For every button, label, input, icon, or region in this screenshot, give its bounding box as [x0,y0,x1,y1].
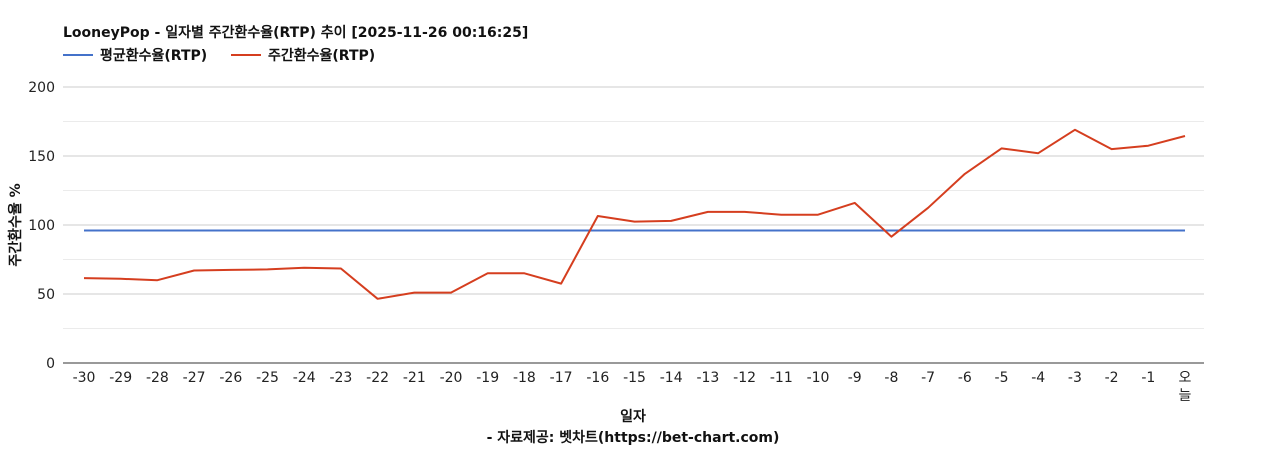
x-tick-label: 오 [1179,370,1192,386]
x-tick-label: -8 [884,370,898,386]
x-tick-label: -14 [660,370,683,386]
x-tick-label: -3 [1068,370,1082,386]
x-tick-label: -16 [586,370,609,386]
x-tick-label: -29 [109,370,132,386]
x-tick-label: -24 [293,370,316,386]
y-axis-ticks: 0 50 100 150 200 [28,80,55,372]
x-tick-label: -1 [1141,370,1155,386]
chart-title: LooneyPop - 일자별 주간환수율(RTP) 추이 [2025-11-2… [63,24,528,41]
x-tick-label: -13 [696,370,719,386]
x-tick-label: -25 [256,370,279,386]
x-tick-label: -21 [403,370,426,386]
series-lines [83,128,1186,300]
x-tick-label: -22 [366,370,389,386]
x-tick-label: -26 [219,370,242,386]
x-tick-label: -30 [73,370,96,386]
y-tick-label: 50 [37,287,55,303]
x-tick-label: -19 [476,370,499,386]
x-tick-label: -4 [1031,370,1045,386]
source-credit: - 자료제공: 벳차트(https://bet-chart.com) [487,429,780,446]
x-tick-label: -27 [183,370,206,386]
x-axis-ticks: -30 -29 -28 -27 -26 -25 -24 -23 -22 -21 -20 -19 -18-… [73,370,1192,404]
legend-label-average: 평균환수율(RTP) [100,47,207,64]
x-tick-label: -23 [329,370,352,386]
x-tick-label: -12 [733,370,756,386]
legend-label-weekly: 주간환수율(RTP) [268,47,375,64]
x-tick-label: -18 [513,370,536,386]
gridlines [63,86,1204,329]
x-tick-label: -15 [623,370,646,386]
x-tick-label: -11 [770,370,793,386]
x-tick-label: -28 [146,370,169,386]
x-tick-label: -7 [921,370,935,386]
x-tick-label: -9 [848,370,862,386]
x-tick-label: -2 [1105,370,1119,386]
x-tick-label: -5 [995,370,1009,386]
x-axis-title: 일자 [620,409,646,425]
x-tick-label: -10 [807,370,830,386]
x-tick-label: 늘 [1179,388,1192,404]
x-tick-label: -6 [958,370,972,386]
weekly-rtp-line [83,128,1186,300]
y-tick-label: 0 [46,356,55,372]
y-tick-label: 100 [28,218,55,234]
x-tick-label: -20 [440,370,463,386]
legend: 평균환수율(RTP) 주간환수율(RTP) [63,47,375,64]
y-tick-label: 150 [28,149,55,165]
x-tick-label: -17 [550,370,573,386]
y-tick-label: 200 [28,80,55,96]
y-axis-title: 주간환수율 % [7,183,24,266]
